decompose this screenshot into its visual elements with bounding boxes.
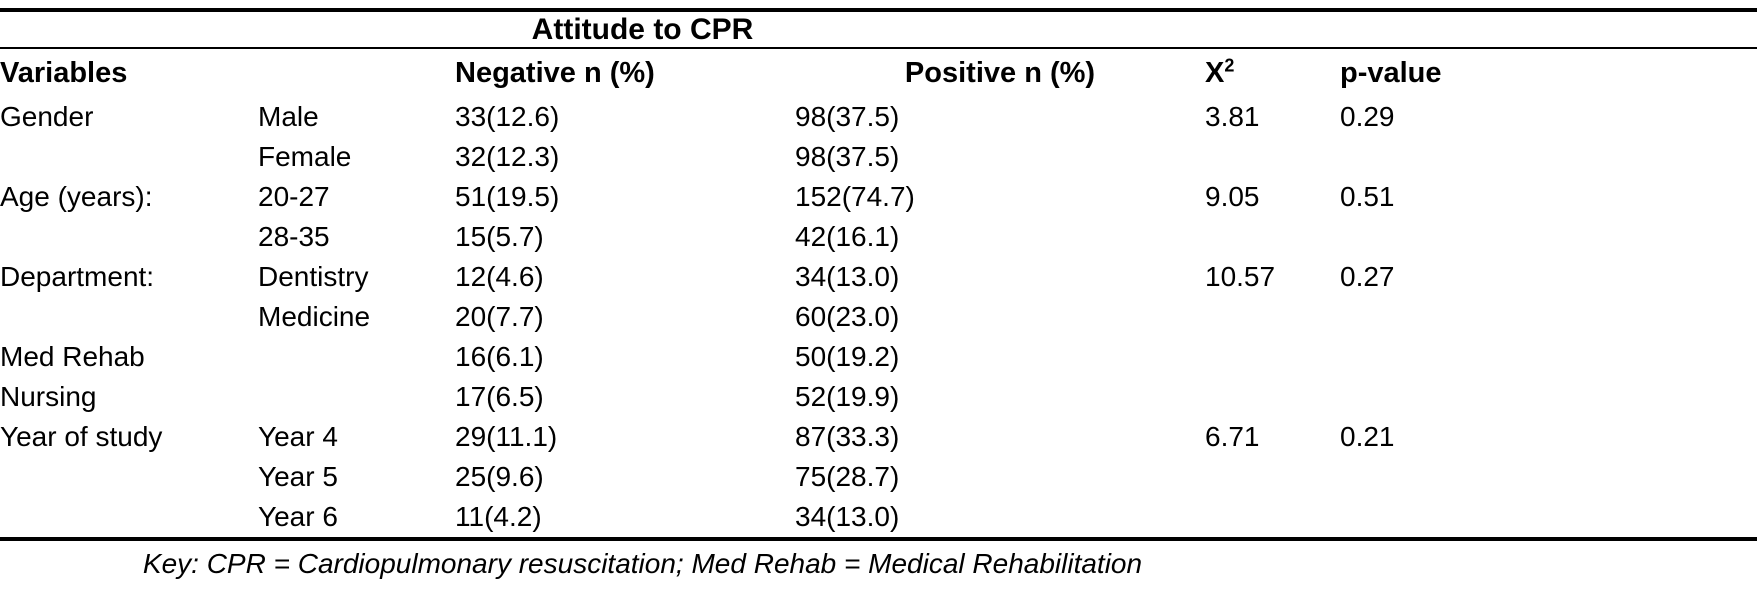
positive-cell: 60(23.0) bbox=[795, 301, 900, 332]
variable-cell bbox=[0, 297, 258, 337]
col-header-category bbox=[258, 48, 455, 97]
positive-cell: 34(13.0) bbox=[795, 261, 900, 292]
category-cell bbox=[258, 377, 455, 417]
p-value-cell bbox=[1340, 377, 1757, 417]
category-cell: 28-35 bbox=[258, 221, 330, 252]
negative-cell: 32(12.3) bbox=[455, 141, 560, 172]
table-row: Female 32(12.3) 98(37.5) bbox=[0, 137, 1757, 177]
p-value-cell: 0.51 bbox=[1340, 181, 1395, 212]
variable-cell: Year of study bbox=[0, 421, 163, 452]
negative-cell: 17(6.5) bbox=[455, 381, 544, 412]
table-row: Med Rehab 16(6.1) 50(19.2) bbox=[0, 337, 1757, 377]
chi-square-cell bbox=[1205, 217, 1340, 257]
table-body: Gender Male 33(12.6) 98(37.5) 3.81 0.29 Female… bbox=[0, 97, 1757, 539]
col-header-negative: Negative n (%) bbox=[455, 56, 655, 89]
negative-cell: 25(9.6) bbox=[455, 461, 544, 492]
variable-cell bbox=[0, 457, 258, 497]
paper-table-page: Attitude to CPR Variables Negative n (%)… bbox=[0, 8, 1757, 615]
variable-cell bbox=[0, 217, 258, 257]
category-cell bbox=[258, 337, 455, 377]
table-row: Age (years): 20-27 51(19.5) 152(74.7) 9.05 0.… bbox=[0, 177, 1757, 217]
top-rule bbox=[0, 8, 1757, 12]
category-cell: Medicine bbox=[258, 301, 371, 332]
negative-cell: 11(4.2) bbox=[455, 501, 542, 532]
table-row: Department: Dentistry 12(4.6) 34(13.0) 10.57… bbox=[0, 257, 1757, 297]
category-cell: Year 4 bbox=[258, 421, 338, 452]
variable-cell: Med Rehab bbox=[0, 341, 145, 372]
chi-square-cell bbox=[1205, 337, 1340, 377]
positive-cell: 98(37.5) bbox=[795, 141, 900, 172]
variable-cell bbox=[0, 497, 258, 539]
p-value-cell bbox=[1340, 337, 1757, 377]
p-value-cell bbox=[1340, 297, 1757, 337]
variable-cell: Gender bbox=[0, 101, 94, 132]
table-header-row: Variables Negative n (%) Positive n (%) … bbox=[0, 48, 1757, 97]
negative-cell: 15(5.7) bbox=[455, 221, 544, 252]
negative-cell: 29(11.1) bbox=[455, 421, 558, 452]
table-row: Year of study Year 4 29(11.1) 87(33.3) 6.71 0… bbox=[0, 417, 1757, 457]
variable-cell: Department: bbox=[0, 261, 155, 292]
chi-square-cell: 9.05 bbox=[1205, 181, 1260, 212]
table-row: Year 6 11(4.2) 34(13.0) bbox=[0, 497, 1757, 539]
negative-cell: 16(6.1) bbox=[455, 341, 544, 372]
col-header-p-value: p-value bbox=[1340, 56, 1442, 89]
table-row: 28-35 15(5.7) 42(16.1) bbox=[0, 217, 1757, 257]
category-cell: 20-27 bbox=[258, 181, 330, 212]
table-row: Year 5 25(9.6) 75(28.7) bbox=[0, 457, 1757, 497]
negative-cell: 20(7.7) bbox=[455, 301, 544, 332]
col-header-chi-square: X2 bbox=[1205, 48, 1340, 97]
table-row: Medicine 20(7.7) 60(23.0) bbox=[0, 297, 1757, 337]
chi-symbol: X bbox=[1205, 56, 1225, 89]
p-value-cell: 0.29 bbox=[1340, 101, 1395, 132]
negative-cell: 51(19.5) bbox=[455, 181, 560, 212]
chi-square-cell bbox=[1205, 297, 1340, 337]
positive-cell: 52(19.9) bbox=[795, 381, 900, 412]
col-header-variables: Variables bbox=[0, 56, 128, 89]
negative-cell: 12(4.6) bbox=[455, 261, 544, 292]
category-cell: Dentistry bbox=[258, 261, 369, 292]
chi-exponent: 2 bbox=[1224, 54, 1235, 75]
negative-cell: 33(12.6) bbox=[455, 101, 560, 132]
positive-cell: 34(13.0) bbox=[795, 501, 900, 532]
chi-square-cell: 6.71 bbox=[1205, 421, 1260, 452]
positive-cell: 87(33.3) bbox=[795, 421, 900, 452]
positive-cell: 152(74.7) bbox=[795, 181, 915, 212]
positive-cell: 42(16.1) bbox=[795, 221, 900, 252]
positive-cell: 98(37.5) bbox=[795, 101, 900, 132]
positive-cell: 50(19.2) bbox=[795, 341, 900, 372]
p-value-cell: 0.21 bbox=[1340, 421, 1395, 452]
category-cell: Female bbox=[258, 141, 352, 172]
chi-square-cell bbox=[1205, 377, 1340, 417]
chi-square-cell: 3.81 bbox=[1205, 101, 1260, 132]
category-cell: Year 5 bbox=[258, 461, 338, 492]
table-row: Nursing 17(6.5) 52(19.9) bbox=[0, 377, 1757, 417]
chi-square-cell: 10.57 bbox=[1205, 261, 1276, 292]
attitude-cpr-table: Variables Negative n (%) Positive n (%) … bbox=[0, 47, 1757, 541]
col-header-positive: Positive n (%) bbox=[904, 56, 1096, 89]
p-value-cell bbox=[1340, 217, 1757, 257]
category-cell: Male bbox=[258, 101, 319, 132]
chi-square-cell bbox=[1205, 137, 1340, 177]
chi-square-cell bbox=[1205, 457, 1340, 497]
category-cell: Year 6 bbox=[258, 501, 338, 532]
variable-cell: Age (years): bbox=[0, 181, 153, 212]
p-value-cell bbox=[1340, 457, 1757, 497]
table-title: Attitude to CPR bbox=[531, 13, 754, 46]
p-value-cell bbox=[1340, 497, 1757, 539]
p-value-cell: 0.27 bbox=[1340, 261, 1395, 292]
table-footnote: Key: CPR = Cardiopulmonary resuscitation… bbox=[142, 548, 1143, 579]
table-row: Gender Male 33(12.6) 98(37.5) 3.81 0.29 bbox=[0, 97, 1757, 137]
positive-cell: 75(28.7) bbox=[795, 461, 900, 492]
variable-cell: Nursing bbox=[0, 381, 97, 412]
p-value-cell bbox=[1340, 137, 1757, 177]
chi-square-cell bbox=[1205, 497, 1340, 539]
variable-cell bbox=[0, 137, 258, 177]
